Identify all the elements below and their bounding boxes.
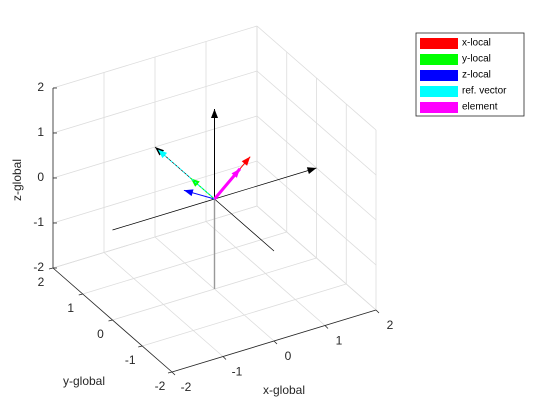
global-x-arrow-shaft — [214, 167, 317, 200]
y-tick — [108, 319, 113, 322]
global-z-arrow — [211, 109, 218, 199]
y-tick — [78, 293, 83, 296]
grid-line — [52, 70, 258, 134]
grid-line — [52, 160, 258, 224]
legend-label: x-local — [462, 38, 491, 49]
z-tick-label: 1 — [37, 125, 44, 139]
legend: x-local y-local z-local ref. vector element — [415, 32, 525, 117]
legend-swatch — [420, 54, 458, 65]
x-tick-label: 0 — [285, 349, 292, 363]
x-tick — [171, 371, 176, 376]
y-tick — [167, 371, 173, 374]
x-tick-label: 1 — [336, 334, 343, 348]
global-z-arrow-head — [211, 109, 218, 118]
legend-swatch — [420, 70, 458, 81]
x-tick — [375, 309, 380, 314]
x-axis-label: x-global — [263, 383, 305, 397]
y-tick-label: -1 — [125, 353, 136, 367]
y-tick — [138, 345, 143, 348]
grid-line — [82, 231, 287, 295]
global-x-arrow — [214, 167, 317, 200]
grid-line — [52, 205, 258, 269]
global-axis-line — [214, 198, 275, 252]
x-tick-label: 2 — [387, 318, 394, 332]
legend-label: y-local — [462, 54, 491, 65]
legend-label: ref. vector — [462, 86, 507, 97]
z-axis-label: z-global — [10, 159, 24, 201]
global-axis-line — [112, 198, 215, 231]
vector-head — [157, 149, 168, 159]
x-tick — [222, 356, 227, 360]
y-tick-label: -2 — [155, 379, 166, 393]
vector — [157, 149, 215, 200]
vectors — [112, 109, 317, 289]
vector-head — [241, 156, 251, 166]
grid-line — [256, 25, 377, 131]
y-tick-label: 2 — [38, 275, 45, 289]
grid-line — [256, 205, 377, 311]
legend-swatch — [420, 102, 458, 113]
y-tick-label: 0 — [97, 327, 104, 341]
vector — [183, 189, 215, 200]
vector-head — [183, 189, 194, 197]
y-tick-label: 1 — [67, 301, 74, 315]
y-axis-label: y-global — [63, 374, 105, 388]
legend-label: element — [462, 102, 498, 113]
grid-line — [52, 25, 258, 89]
grid-line — [256, 70, 377, 176]
grid-line — [142, 283, 347, 347]
vector — [213, 167, 242, 200]
global-x-arrow-head — [306, 167, 317, 174]
z-tick-label: 2 — [37, 80, 44, 94]
grid-line — [256, 160, 377, 266]
legend-swatch — [420, 38, 458, 49]
vector-head — [231, 168, 240, 178]
z-tick-label: 0 — [37, 170, 44, 184]
x-tick — [273, 340, 278, 345]
z-tick-label: -2 — [33, 260, 44, 274]
legend-swatch — [420, 86, 458, 97]
z-tick-label: -1 — [33, 215, 44, 229]
vector-shaft — [157, 149, 215, 200]
legend-label: z-local — [462, 70, 491, 81]
x-tick-label: -2 — [181, 380, 192, 394]
x-tick-label: -1 — [232, 365, 243, 379]
y-tick — [48, 267, 54, 270]
x-tick — [324, 325, 329, 329]
